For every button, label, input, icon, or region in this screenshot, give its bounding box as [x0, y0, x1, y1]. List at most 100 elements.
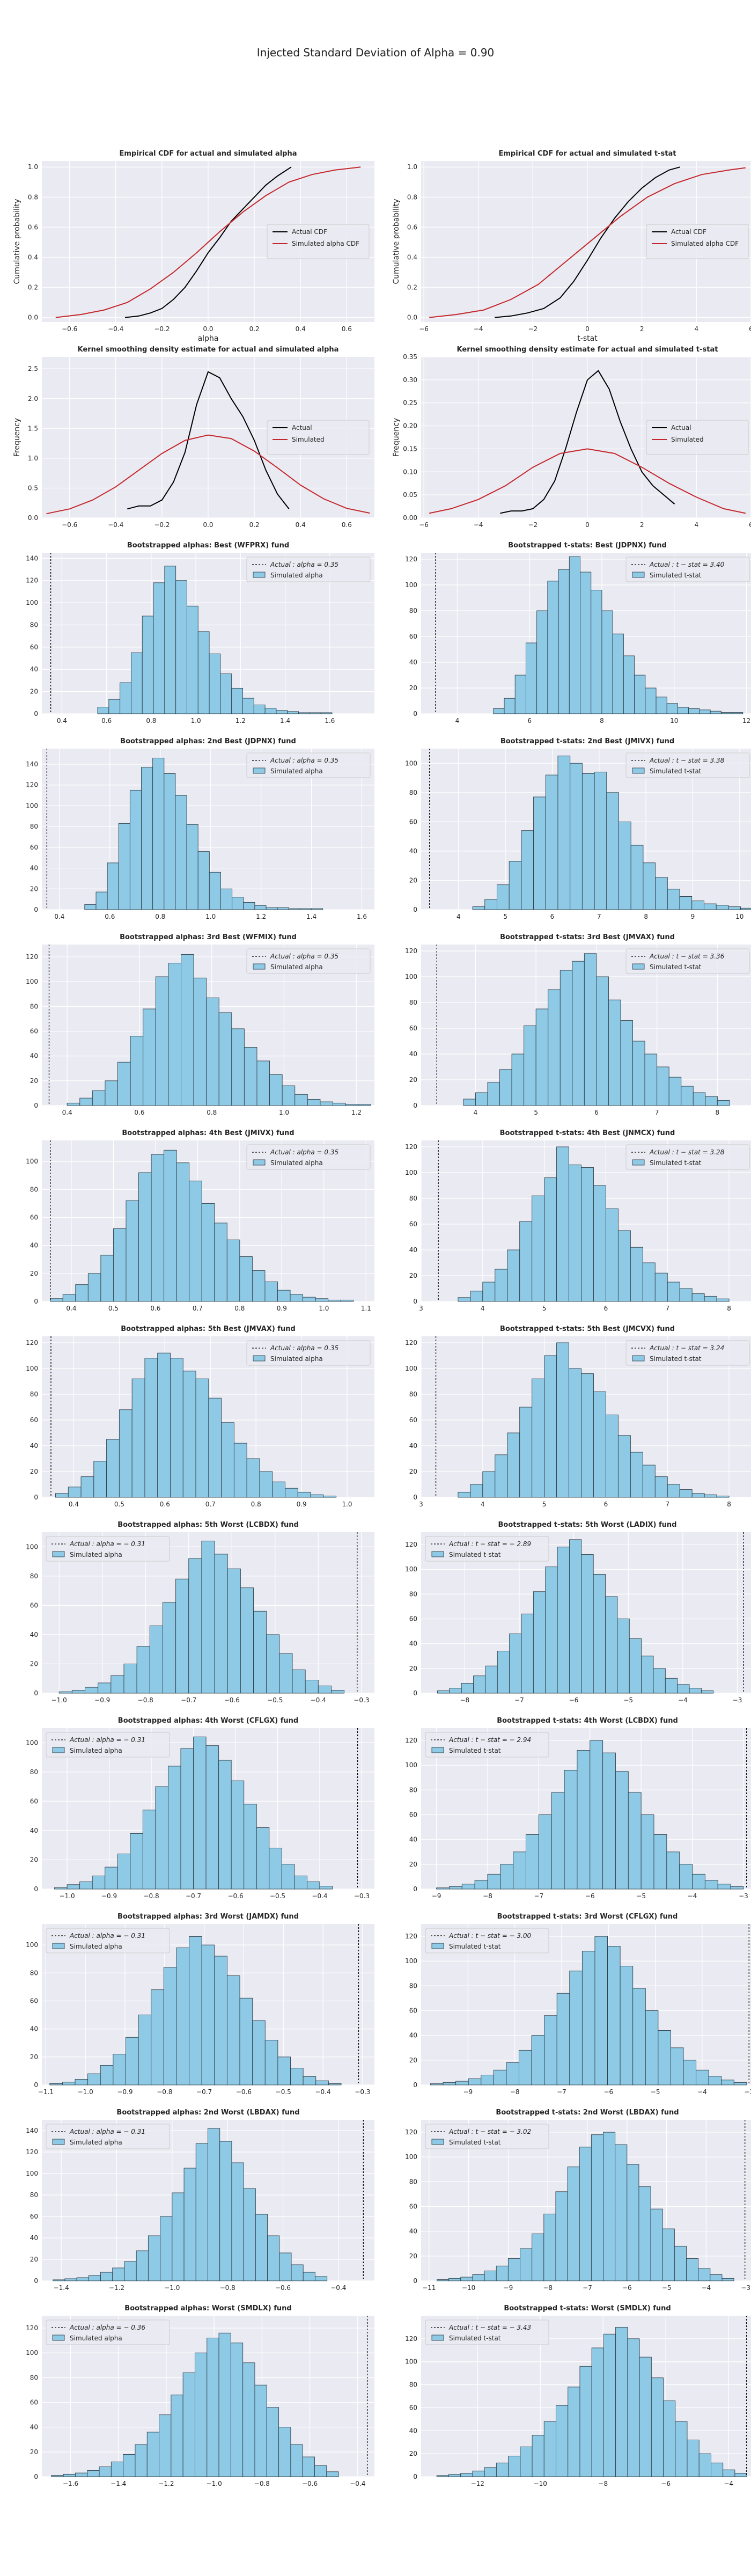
legend-swatch — [431, 1747, 444, 1753]
histogram-bar — [437, 2279, 450, 2281]
y-tick-label: 0.5 — [28, 484, 38, 492]
histogram-bar — [49, 2083, 63, 2085]
histogram-bar — [630, 1247, 643, 1302]
histogram-bar — [331, 1690, 345, 1694]
histogram-bar — [254, 905, 267, 910]
histogram-bar — [596, 976, 609, 1106]
histogram-bar — [294, 1094, 308, 1106]
histogram-bar — [508, 2455, 521, 2477]
histogram-bar — [668, 1077, 682, 1106]
x-tick-label: −2 — [528, 521, 538, 529]
x-tick-label: 1.2 — [256, 913, 266, 920]
legend-label: Simulated alpha — [70, 1747, 122, 1754]
histogram-bar — [333, 1102, 346, 1106]
histogram-bar — [214, 1554, 228, 1694]
y-tick-label: 80 — [409, 789, 417, 796]
x-tick-label: 7 — [597, 913, 601, 920]
x-tick-label: 1.6 — [357, 913, 367, 920]
y-tick-label: 40 — [30, 1242, 38, 1249]
y-tick-label: 20 — [409, 684, 417, 692]
histogram-bar — [171, 2395, 183, 2477]
x-tick-label: −6 — [622, 2284, 632, 2292]
histogram-bar — [315, 1298, 329, 1302]
y-tick-label: 120 — [405, 2128, 417, 2136]
histogram-bar — [679, 1489, 693, 1498]
histogram-bar — [615, 1771, 629, 1890]
histogram-bar — [164, 1150, 177, 1302]
histogram-bar — [298, 712, 310, 714]
histogram-bar — [197, 851, 210, 910]
histogram-bar — [723, 2469, 735, 2477]
y-tick-label: 100 — [405, 1957, 417, 1965]
histogram-bar — [269, 1074, 283, 1106]
histogram-bar — [97, 707, 109, 714]
legend-box — [625, 557, 750, 582]
histogram-bar — [519, 1221, 533, 1302]
x-tick-label: −0.3 — [355, 2088, 370, 2096]
y-tick-label: 80 — [30, 1768, 38, 1776]
legend-label: Simulated alpha CDF — [292, 240, 359, 247]
x-tick-label: 1.0 — [342, 1501, 352, 1508]
subplot-19: −1.1 −1.0 −0.9 −0.8 −0.7 −0.6 −0.5 −0.4 −0.3 0 20 4… — [26, 1913, 374, 2096]
histogram-bar — [645, 2010, 659, 2085]
chart-title: Empirical CDF for actual and simulated t… — [499, 150, 676, 158]
x-tick-label: 0.2 — [249, 521, 260, 529]
histogram-bar — [653, 1834, 667, 1890]
histogram-bar — [732, 712, 743, 714]
x-tick-label: 3 — [419, 1501, 423, 1508]
y-tick-label: 60 — [30, 1028, 38, 1035]
histogram-bar — [153, 582, 165, 714]
y-tick-label: 60 — [30, 1797, 38, 1805]
legend: Actual : alpha = 0.35 Simulated alpha — [246, 557, 371, 582]
chart-title: Bootstrapped alphas: Best (WFPRX) fund — [127, 541, 289, 550]
histogram-bar — [107, 862, 119, 910]
histogram-bar — [246, 1458, 260, 1498]
y-tick-label: 20 — [409, 2252, 417, 2260]
histogram-bar — [310, 1494, 324, 1498]
histogram-bar — [620, 1020, 633, 1106]
legend-label: Actual : t − stat = − 3.02 — [448, 2128, 531, 2135]
histogram-bar — [619, 821, 631, 910]
histogram-bar — [655, 877, 668, 910]
histogram-bar — [593, 1185, 606, 1302]
histogram-bar — [513, 1851, 526, 1890]
histogram-bar — [581, 1951, 595, 2085]
x-tick-label: 5 — [534, 1109, 538, 1116]
histogram-bar — [80, 1476, 94, 1498]
histogram-bar — [640, 1814, 654, 1890]
histogram-bar — [547, 581, 559, 714]
histogram-bar — [112, 2267, 125, 2281]
histogram-bar — [593, 1391, 606, 1498]
y-tick-label: 60 — [409, 2203, 417, 2211]
x-tick-label: −1.2 — [158, 2480, 174, 2487]
x-tick-label: −0.5 — [267, 1696, 283, 1704]
histogram-bar — [152, 757, 165, 910]
y-tick-label: 20 — [409, 2450, 417, 2457]
chart-title: Bootstrapped t-stats: 5th Best (JMCVX) f… — [500, 1325, 675, 1333]
x-tick-label: −4 — [724, 2480, 733, 2487]
y-tick-label: 40 — [30, 1442, 38, 1450]
x-tick-label: −8 — [483, 1892, 492, 1900]
histogram-bar — [568, 2387, 580, 2477]
legend-swatch — [253, 963, 266, 970]
legend-label: Simulated alpha — [70, 2334, 122, 2342]
x-tick-label: −6 — [585, 1892, 595, 1900]
y-tick-label: 120 — [26, 2148, 38, 2156]
histogram-bar — [484, 2271, 497, 2281]
histogram-bar — [193, 1736, 207, 1890]
y-tick-label: 100 — [26, 599, 38, 606]
histogram-bar — [601, 610, 613, 714]
histogram-bar — [710, 2274, 723, 2281]
x-tick-label: 0.4 — [296, 325, 306, 333]
y-tick-label: 40 — [30, 2234, 38, 2242]
legend: Actual : alpha = − 0.36 Simulated alpha — [46, 2319, 170, 2345]
histogram-bar — [55, 1493, 69, 1498]
histogram-bar — [654, 1272, 668, 1302]
legend: Actual : alpha = − 0.31 Simulated alpha — [46, 1928, 170, 1953]
x-tick-label: −4 — [702, 2284, 711, 2292]
legend: Actual : alpha = 0.35 Simulated alpha — [246, 1340, 371, 1366]
histogram-bar — [461, 1884, 475, 1890]
y-tick-label: 20 — [30, 1468, 38, 1475]
histogram-bar — [650, 2208, 663, 2281]
